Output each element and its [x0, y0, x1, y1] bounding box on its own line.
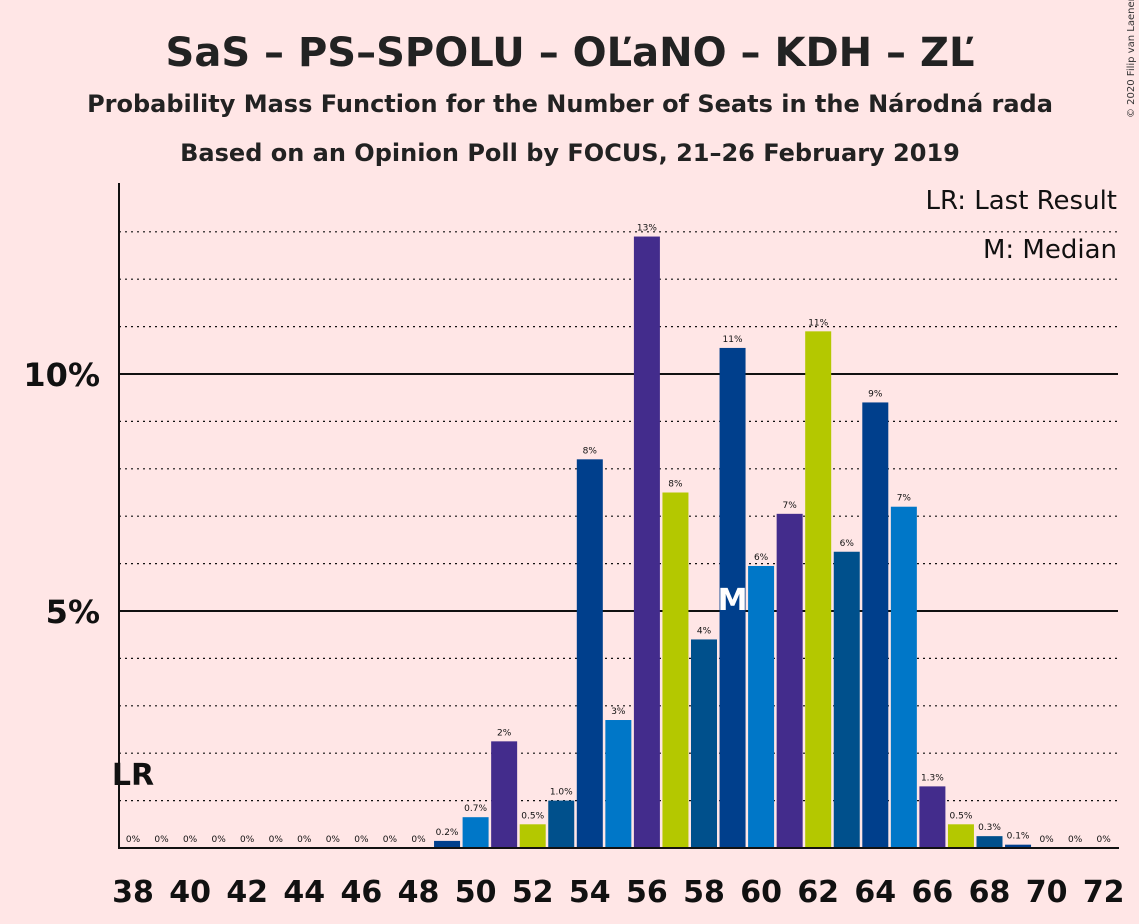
x-tick-label: 42 — [226, 875, 268, 910]
bar-label-seat-61: 7% — [783, 501, 798, 511]
bar-label-seat-65: 7% — [897, 494, 912, 504]
x-tick-label: 62 — [797, 875, 839, 910]
x-tick-label: 68 — [969, 875, 1011, 910]
bar-label-seat-42: 0% — [240, 835, 255, 845]
x-tick-label: 58 — [683, 875, 725, 910]
bar-label-seat-69: 0.1% — [1007, 832, 1030, 842]
x-tick-label: 40 — [169, 875, 211, 910]
y-axis-ticks: 5% 10% — [23, 356, 100, 631]
x-tick-label: 70 — [1026, 875, 1068, 910]
x-tick-label: 56 — [626, 875, 668, 910]
bar-seat-50 — [462, 817, 489, 848]
x-tick-label: 72 — [1083, 875, 1125, 910]
bar-seat-64 — [862, 402, 889, 848]
chart-subtitle-2: Based on an Opinion Poll by FOCUS, 21–26… — [180, 139, 960, 167]
legend-median: M: Median — [983, 235, 1117, 265]
bar-label-seat-66: 1.3% — [921, 773, 944, 783]
y-tick-label: 5% — [46, 593, 100, 631]
bar-seat-61 — [776, 513, 803, 848]
bar-seat-52 — [519, 824, 546, 848]
x-tick-label: 64 — [854, 875, 896, 910]
x-tick-label: 50 — [455, 875, 497, 910]
bar-seat-67 — [947, 824, 974, 848]
bar-seat-57 — [662, 492, 689, 848]
bar-label-seat-60: 6% — [754, 553, 769, 563]
bar-label-seat-53: 1.0% — [550, 788, 573, 798]
bar-seat-68 — [976, 836, 1003, 848]
bar-label-seat-59: 11% — [723, 335, 743, 345]
gridlines — [119, 231, 1118, 802]
x-tick-label: 66 — [912, 875, 954, 910]
bar-label-seat-54: 8% — [583, 446, 598, 456]
bar-label-seat-46: 0% — [354, 835, 369, 845]
bar-label-seat-52: 0.5% — [521, 811, 544, 821]
bar-seat-60 — [748, 565, 775, 848]
bar-seat-63 — [833, 551, 860, 848]
bar-label-seat-71: 0% — [1068, 835, 1083, 845]
bar-label-seat-70: 0% — [1039, 835, 1054, 845]
bar-label-seat-62: 11% — [808, 318, 828, 328]
bar-seat-59 — [719, 347, 746, 848]
chart-subtitle: Probability Mass Function for the Number… — [87, 90, 1053, 118]
x-tick-label: 38 — [112, 875, 154, 910]
legend-last-result: LR: Last Result — [925, 186, 1117, 216]
bar-seat-51 — [491, 741, 518, 848]
bar-label-seat-44: 0% — [297, 835, 312, 845]
bar-label-seat-55: 3% — [611, 707, 626, 717]
bar-label-seat-51: 2% — [497, 728, 512, 738]
bar-seat-55 — [605, 720, 632, 848]
bar-seat-69 — [1005, 844, 1032, 848]
x-tick-label: 60 — [740, 875, 782, 910]
x-tick-label: 54 — [569, 875, 611, 910]
bar-label-seat-45: 0% — [326, 835, 341, 845]
bar-label-seat-39: 0% — [154, 835, 169, 845]
median-marker: M — [718, 583, 748, 618]
bar-label-seat-38: 0% — [126, 835, 141, 845]
bar-label-seat-63: 6% — [840, 539, 855, 549]
bar-label-seat-67: 0.5% — [950, 811, 973, 821]
bar-label-seat-48: 0% — [411, 835, 426, 845]
bar-seat-54 — [576, 459, 603, 848]
bar-label-seat-47: 0% — [383, 835, 398, 845]
x-tick-label: 44 — [283, 875, 325, 910]
y-tick-label: 10% — [23, 356, 100, 394]
x-tick-label: 52 — [512, 875, 554, 910]
x-axis-ticks: 38 40 42 44 46 48 50 52 54 56 58 60 62 64 66 68 70 72 — [112, 875, 1124, 910]
bar-label-seat-68: 0.3% — [978, 823, 1001, 833]
bars — [434, 236, 1032, 849]
data-labels: 0% 0% 0% 0% 0% 0% 0% 0% 0% 0% 0% 0.2% 0.7% 2% 0.5% 1.0%… — [126, 224, 1111, 845]
bar-label-seat-64: 9% — [868, 389, 883, 399]
bar-label-seat-58: 4% — [697, 626, 712, 636]
bar-label-seat-56: 13% — [637, 224, 657, 234]
bar-label-seat-43: 0% — [269, 835, 284, 845]
bar-label-seat-57: 8% — [668, 480, 683, 490]
bar-seat-53 — [548, 800, 575, 848]
bar-label-seat-40: 0% — [183, 835, 198, 845]
x-tick-label: 46 — [341, 875, 383, 910]
copyright-note: © 2020 Filip van Laenen — [1126, 0, 1137, 118]
bar-label-seat-50: 0.7% — [464, 804, 487, 814]
bar-seat-49 — [434, 840, 461, 848]
bar-seat-66 — [919, 786, 946, 848]
x-tick-label: 48 — [398, 875, 440, 910]
bar-label-seat-49: 0.2% — [436, 828, 459, 838]
chart-title: SaS – PS–SPOLU – OĽaNO – KDH – ZĽ — [166, 30, 975, 76]
last-result-marker: LR — [112, 758, 154, 793]
bar-seat-58 — [691, 639, 717, 848]
bar-seat-65 — [890, 506, 917, 848]
bar-seat-62 — [805, 331, 832, 849]
bar-label-seat-72: 0% — [1097, 835, 1112, 845]
bar-label-seat-41: 0% — [212, 835, 227, 845]
bar-seat-56 — [633, 236, 660, 849]
